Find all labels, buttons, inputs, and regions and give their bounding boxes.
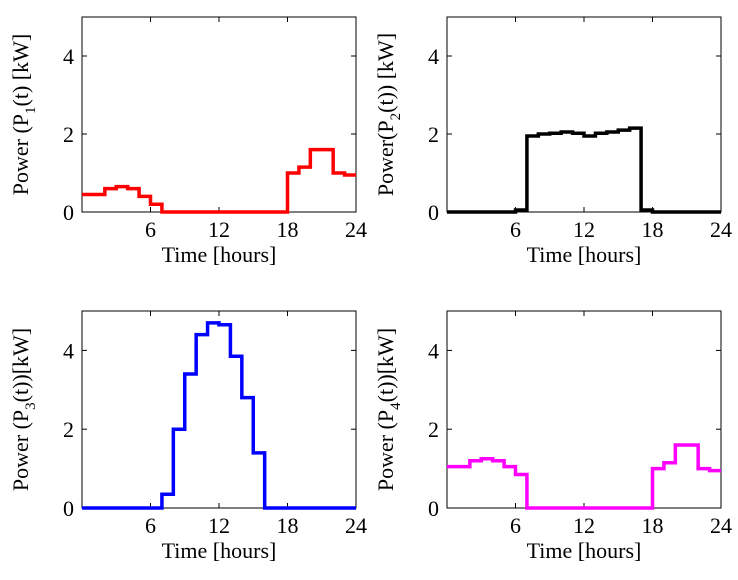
power-series-line [447, 443, 721, 510]
x-tick-label: 12 [573, 513, 595, 538]
y-axis-label-prefix: Power (P [373, 410, 398, 491]
y-axis-label-suffix: (t)) [kW] [373, 33, 398, 113]
y-tick-label: 4 [428, 44, 439, 69]
x-tick-label: 12 [573, 217, 595, 242]
y-tick-label: 2 [63, 122, 74, 147]
y-tick-label: 0 [428, 496, 439, 521]
y-tick-label: 2 [428, 417, 439, 442]
y-axis-label: Power (P3(t))[kW] [8, 328, 39, 491]
y-axis-label: Power (P1(t) [kW] [8, 34, 39, 195]
x-axis-label: Time [hours] [527, 242, 642, 267]
y-axis-label: Power (P4(t))[kW] [373, 328, 404, 491]
y-axis-label-prefix: Power(P [373, 120, 398, 196]
x-tick-label: 24 [710, 217, 732, 242]
y-tick-label: 0 [63, 496, 74, 521]
x-tick-label: 12 [208, 513, 230, 538]
x-tick-label: 6 [510, 513, 521, 538]
power-series-line [82, 147, 356, 214]
x-tick-label: 24 [345, 513, 367, 538]
axes-box [81, 16, 357, 213]
x-tick-label: 6 [510, 217, 521, 242]
y-axis-label-subscript: 3 [23, 402, 39, 410]
x-tick-label: 12 [208, 217, 230, 242]
y-axis-label-subscript: 2 [388, 113, 404, 121]
axes-box [446, 16, 722, 213]
y-axis-label-subscript: 4 [388, 402, 404, 410]
axes-box [446, 310, 722, 509]
x-axis-label: Time [hours] [162, 242, 277, 267]
y-axis-label-prefix: Power (P [8, 410, 33, 491]
y-tick-label: 2 [428, 122, 439, 147]
y-tick-label: 4 [428, 338, 439, 363]
x-axis-label: Time [hours] [162, 538, 277, 563]
y-axis-label: Power(P2(t)) [kW] [373, 33, 404, 196]
x-tick-label: 18 [642, 513, 664, 538]
y-tick-label: 2 [63, 417, 74, 442]
y-tick-label: 4 [63, 338, 74, 363]
y-axis-label-suffix: (t))[kW] [373, 328, 398, 403]
x-tick-label: 24 [345, 217, 367, 242]
y-tick-label: 0 [428, 200, 439, 225]
power-series-line [447, 126, 721, 214]
y-tick-label: 0 [63, 200, 74, 225]
x-axis-label: Time [hours] [527, 538, 642, 563]
x-tick-label: 6 [145, 513, 156, 538]
x-tick-label: 24 [710, 513, 732, 538]
x-tick-label: 18 [277, 513, 299, 538]
axes-box [81, 310, 357, 509]
power-series-line [82, 321, 356, 510]
y-axis-label-suffix: (t))[kW] [8, 328, 33, 403]
x-tick-label: 18 [277, 217, 299, 242]
y-tick-label: 4 [63, 44, 74, 69]
y-axis-label-subscript: 1 [23, 106, 39, 114]
y-axis-label-prefix: Power (P [8, 114, 33, 195]
x-tick-label: 18 [642, 217, 664, 242]
x-tick-label: 6 [145, 217, 156, 242]
y-axis-label-suffix: (t) [kW] [8, 34, 33, 107]
